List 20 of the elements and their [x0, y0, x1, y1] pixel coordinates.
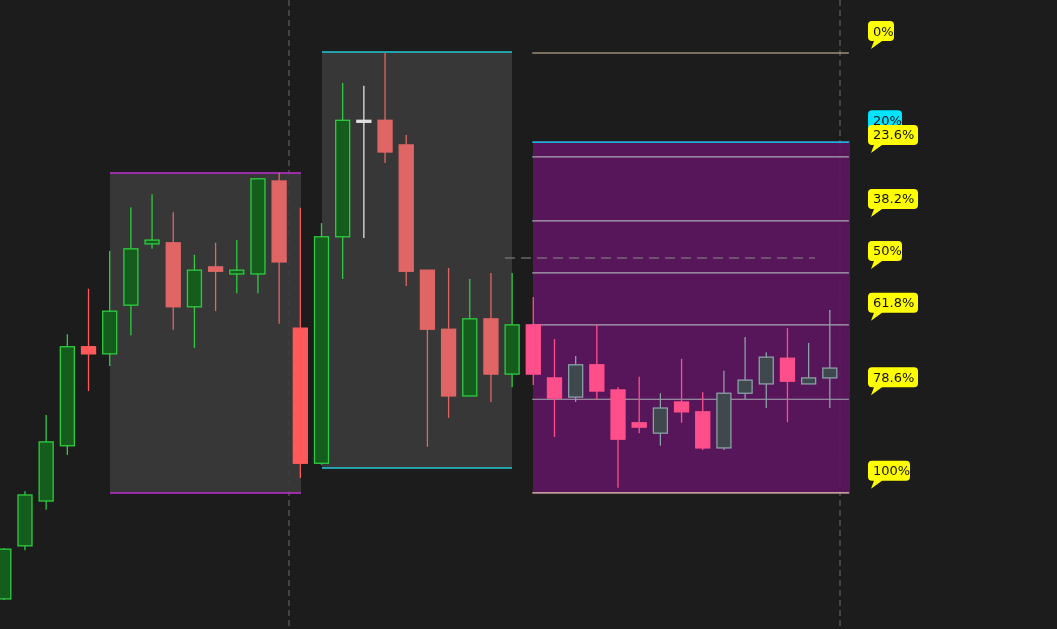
text: 100%	[873, 463, 911, 479]
text: 78.6%	[873, 369, 915, 385]
candlestick	[80, 288, 97, 392]
candlestick	[673, 358, 690, 424]
candlestick	[356, 85, 372, 239]
text: 61.8%	[873, 295, 915, 311]
text: 38.2%	[873, 191, 915, 207]
candlestick	[800, 342, 817, 385]
text: 20%	[873, 112, 902, 128]
candlestick	[144, 193, 160, 250]
candlestick	[229, 239, 245, 294]
text: 23.6%	[873, 127, 915, 143]
candlestick	[207, 242, 224, 312]
text: 0%	[873, 23, 894, 39]
candlestick	[779, 327, 796, 423]
candlestick	[737, 336, 753, 400]
candlestick	[631, 376, 647, 434]
candlestick	[822, 309, 838, 409]
text: 50%	[873, 243, 902, 259]
candlestick	[546, 338, 563, 438]
